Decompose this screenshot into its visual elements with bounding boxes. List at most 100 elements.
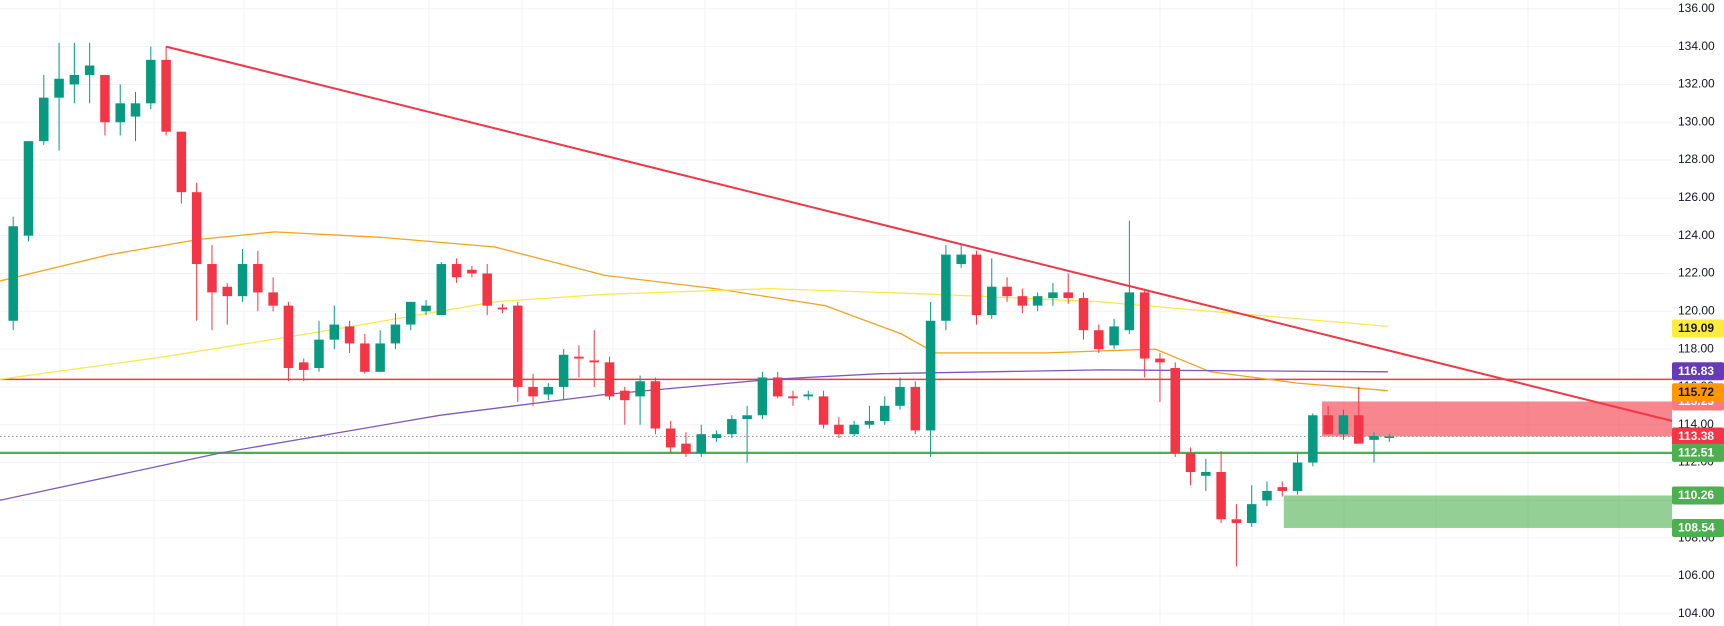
candle-body — [1277, 487, 1288, 491]
price-tag-label: 113.38 — [1678, 429, 1714, 443]
candle-body — [558, 354, 569, 387]
candle-body — [1231, 519, 1242, 524]
candle-body — [818, 396, 829, 425]
candle-body — [635, 381, 645, 397]
candle-body — [665, 428, 676, 448]
candle-body — [1094, 330, 1104, 350]
candle-body — [1201, 472, 1211, 476]
candle-body — [941, 254, 951, 321]
candle-body — [1078, 298, 1089, 331]
price-tag — [1672, 486, 1724, 505]
y-tick-label: 132.00 — [1678, 77, 1715, 91]
candle-body — [23, 141, 34, 236]
candle-body — [130, 103, 141, 117]
candle-body — [1308, 415, 1318, 463]
candle-body — [834, 424, 844, 435]
candle-body — [54, 78, 64, 98]
candle-body — [191, 192, 202, 265]
candle-body — [925, 320, 936, 431]
candle-body — [421, 305, 431, 312]
candle-body — [528, 386, 538, 397]
candle-body — [788, 396, 798, 399]
candle-body — [1109, 326, 1119, 346]
price-tag — [1672, 362, 1724, 381]
y-tick-label: 128.00 — [1678, 152, 1715, 166]
candle-body — [803, 394, 814, 397]
y-tick-label: 118.00 — [1678, 341, 1714, 355]
candle-body — [1170, 368, 1180, 454]
candle-body — [895, 386, 905, 406]
price-tag-label: 108.54 — [1678, 521, 1715, 535]
candle-body — [910, 386, 921, 431]
candle-body — [115, 103, 125, 123]
candle-body — [971, 254, 982, 316]
candle-body — [375, 343, 385, 372]
candle-body — [344, 326, 355, 344]
price-tag-label: 116.83 — [1678, 364, 1714, 378]
candle-body — [1369, 436, 1379, 440]
candle-body — [283, 305, 294, 369]
y-tick-label: 114.00 — [1678, 417, 1714, 431]
price-tag — [1672, 319, 1724, 338]
candle-body — [1063, 292, 1073, 299]
moving-average — [0, 287, 1388, 380]
candle-body — [681, 443, 691, 454]
candle-body — [987, 286, 997, 316]
candle-body — [161, 59, 171, 132]
price-tag — [1672, 443, 1724, 462]
candle-body — [482, 273, 492, 306]
candle-body — [849, 424, 859, 435]
candle-body — [574, 356, 584, 359]
candle-body — [1139, 292, 1150, 359]
candle-body — [253, 264, 263, 293]
zone — [1322, 401, 1672, 437]
candle-body — [1185, 453, 1196, 473]
candle-body — [360, 343, 370, 372]
candle-body — [772, 377, 783, 397]
candle-body — [39, 97, 49, 142]
trendline — [165, 45, 1673, 422]
candle-body — [497, 307, 508, 310]
y-tick-label: 136.00 — [1678, 1, 1715, 15]
candle-body — [727, 419, 737, 435]
candle-body — [1048, 292, 1058, 299]
candle-body — [513, 305, 523, 387]
candle-body — [650, 381, 661, 429]
candles — [8, 42, 1395, 567]
candle-body — [176, 131, 187, 193]
moving-average — [0, 369, 1388, 501]
y-tick-label: 126.00 — [1678, 190, 1715, 204]
candle-body — [864, 420, 875, 425]
candle-body — [1338, 415, 1349, 435]
candle-body — [298, 362, 309, 370]
candle-body — [390, 324, 401, 344]
y-tick-label: 130.00 — [1678, 114, 1715, 128]
candle-body — [879, 405, 890, 421]
candle-body — [268, 292, 278, 306]
candle-body — [1124, 292, 1135, 331]
candle-body — [696, 434, 706, 454]
candle-body — [8, 226, 18, 321]
candle-body — [1262, 490, 1272, 501]
candle-body — [1323, 415, 1333, 435]
candle-body — [100, 74, 110, 123]
candle-body — [467, 269, 477, 274]
candle-body — [314, 339, 324, 369]
candle-body — [757, 377, 768, 416]
candle-body — [1292, 462, 1303, 491]
zone — [1283, 495, 1672, 528]
candle-body — [1384, 436, 1395, 438]
candle-body — [1216, 472, 1226, 520]
candle-body — [237, 264, 248, 297]
candle-body — [956, 254, 966, 265]
candle-body — [543, 386, 554, 395]
candle-body — [69, 74, 80, 85]
candle-body — [589, 360, 599, 363]
candle-body — [405, 301, 416, 325]
candle-body — [222, 286, 233, 297]
candle-body — [1002, 286, 1012, 297]
candle-body — [1155, 358, 1165, 363]
candle-body — [1017, 296, 1028, 306]
